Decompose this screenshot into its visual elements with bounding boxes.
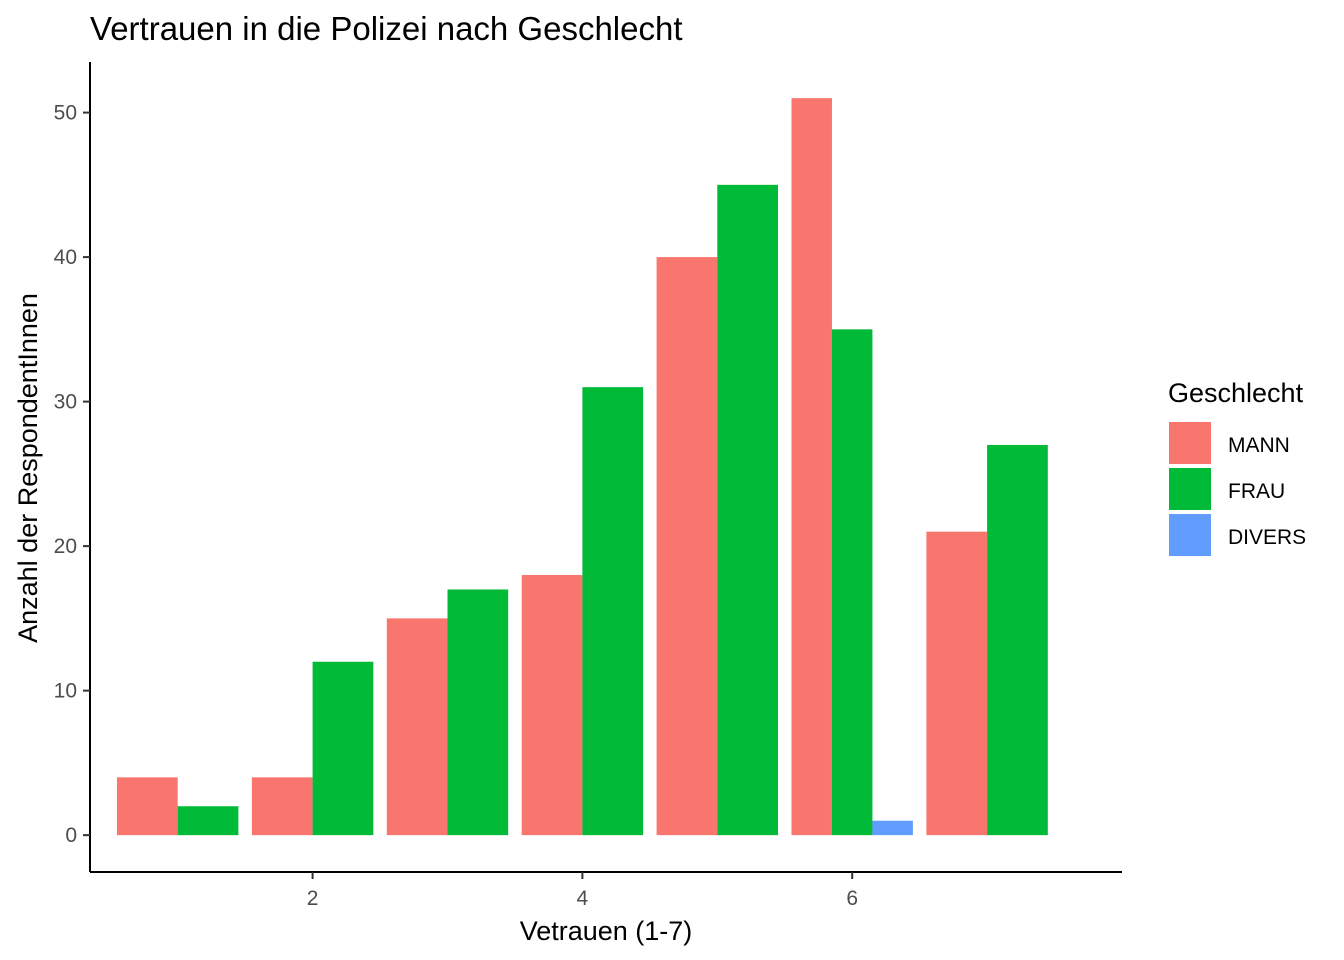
y-tick-label: 20 <box>54 535 77 558</box>
bar-mann-5 <box>656 257 718 836</box>
legend-key-divers <box>1169 514 1211 556</box>
legend-title: Geschlecht <box>1168 378 1304 408</box>
y-tick-label: 10 <box>54 680 77 703</box>
bar-divers-6 <box>872 820 913 836</box>
bar-frau-7 <box>987 444 1048 836</box>
bar-mann-4 <box>521 575 583 836</box>
bar-frau-2 <box>312 661 374 836</box>
legend-key-mann <box>1169 422 1211 464</box>
bar-frau-5 <box>717 184 778 836</box>
x-axis-title: Vetrauen (1-7) <box>520 916 693 946</box>
bar-frau-4 <box>582 387 644 836</box>
chart-title: Vertrauen in die Polizei nach Geschlecht <box>90 10 683 47</box>
plot-area: 0 10 20 30 40 50 2 4 6 <box>54 62 1122 910</box>
x-tick-label: 2 <box>307 887 319 910</box>
bar-mann-2 <box>251 777 313 836</box>
legend-label-divers: DIVERS <box>1228 526 1306 549</box>
bar-mann-6 <box>791 98 832 836</box>
bar-mann-7 <box>926 531 988 836</box>
bar-frau-6 <box>831 329 873 836</box>
bar-mann-3 <box>386 618 448 836</box>
y-tick-label: 30 <box>54 391 77 414</box>
y-tick-label: 40 <box>54 246 77 269</box>
bar-mann-1 <box>116 777 178 836</box>
y-tick-label: 0 <box>65 824 77 847</box>
y-axis-title: Anzahl der RespondentInnen <box>13 293 43 643</box>
legend: Geschlecht MANN FRAU DIVERS <box>1168 378 1306 556</box>
y-tick-label: 50 <box>54 102 77 125</box>
legend-label-mann: MANN <box>1228 434 1290 457</box>
legend-key-frau <box>1169 468 1211 510</box>
bar-frau-1 <box>177 806 239 836</box>
legend-label-frau: FRAU <box>1228 480 1285 503</box>
bar-frau-3 <box>447 589 509 836</box>
x-tick-label: 4 <box>577 887 589 910</box>
x-tick-label: 6 <box>846 887 858 910</box>
